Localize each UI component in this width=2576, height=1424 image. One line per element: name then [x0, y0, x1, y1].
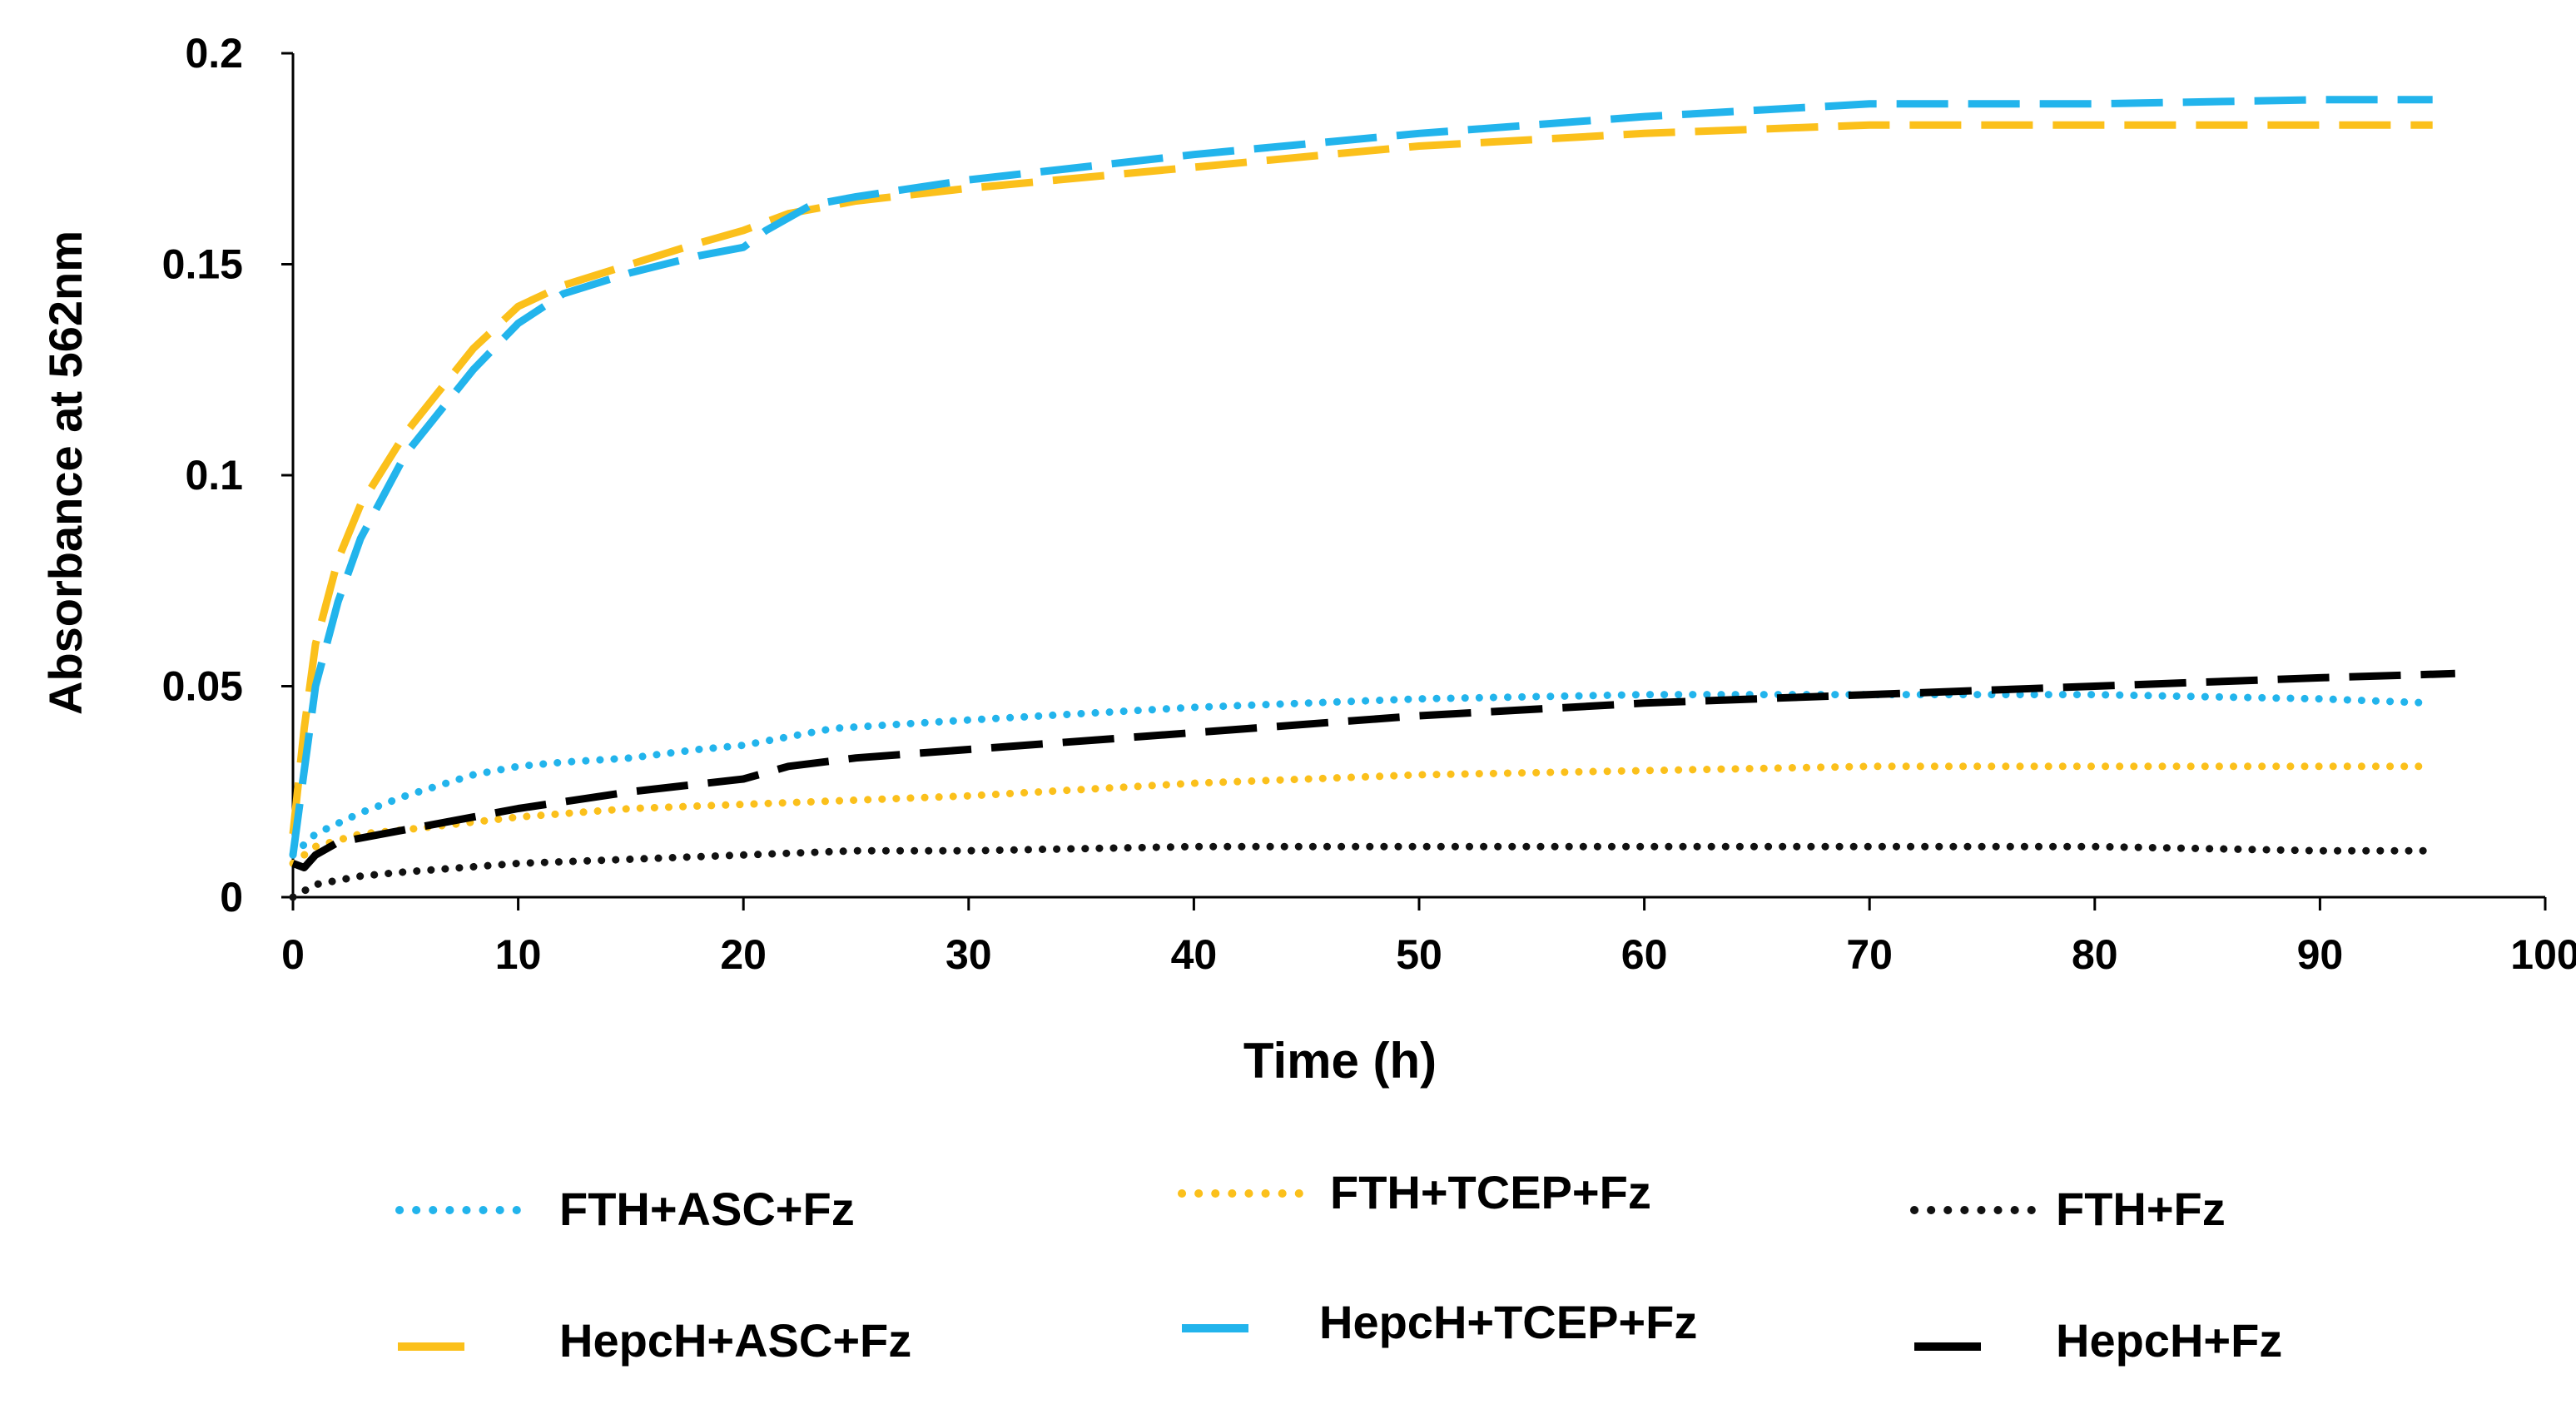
series-line-fth-asc-fz: [289, 691, 2437, 859]
legend-label: HepcH+ASC+Fz: [559, 1314, 911, 1367]
legend-item-hepch-tcep-fz: HepcH+TCEP+Fz: [1182, 1296, 1697, 1348]
legend-item-hepch-fz: HepcH+Fz: [1914, 1314, 2282, 1367]
series-line-hepch-fz: [291, 669, 2455, 871]
y-tick-label: 0.15: [162, 241, 243, 288]
legend-label: FTH+ASC+Fz: [559, 1183, 855, 1235]
legend-label: FTH+Fz: [2056, 1183, 2226, 1235]
series-line-hepch-tcep-fz: [289, 96, 2433, 856]
legend-label: HepcH+Fz: [2056, 1314, 2282, 1367]
series-line-fth-fz: [289, 842, 2437, 901]
y-tick-label: 0.1: [185, 452, 243, 499]
legend-item-hepch-asc-fz: HepcH+ASC+Fz: [398, 1314, 911, 1367]
legend-label: FTH+TCEP+Fz: [1330, 1166, 1651, 1218]
x-tick-label: 60: [1621, 931, 1668, 978]
legend-label: HepcH+TCEP+Fz: [1319, 1296, 1697, 1348]
x-axis-label: Time (h): [1243, 1033, 1437, 1089]
legend-item-fth-asc-fz: FTH+ASC+Fz: [395, 1183, 855, 1235]
x-tick-label: 0: [281, 931, 305, 978]
x-tick-label: 10: [495, 931, 542, 978]
y-tick-label: 0.2: [185, 30, 243, 77]
series-group: [289, 96, 2455, 901]
x-tick-label: 40: [1171, 931, 1218, 978]
legend-item-fth-tcep-fz: FTH+TCEP+Fz: [1178, 1166, 1651, 1218]
x-tick-label: 90: [2297, 931, 2344, 978]
legend: FTH+ASC+Fz FTH+TCEP+Fz FTH+Fz HepcH+ASC+Fz H…: [395, 1166, 2282, 1367]
x-tick-label: 100: [2510, 931, 2576, 978]
series-line-hepch-asc-fz: [289, 121, 2433, 835]
x-tick-label: 50: [1396, 931, 1442, 978]
y-tick-label: 0: [220, 874, 243, 920]
x-tick-label: 70: [1846, 931, 1893, 978]
axes-group: 0 0.05 0.1 0.15 0.2 0 10 20 30 40 50 60 70 80 90 100: [162, 30, 2576, 978]
y-axis-label: Absorbance at 562nm: [39, 231, 92, 715]
x-tick-label: 80: [2072, 931, 2118, 978]
y-tick-label: 0.05: [162, 663, 243, 710]
x-tick-label: 20: [720, 931, 767, 978]
legend-item-fth-fz: FTH+Fz: [1910, 1183, 2226, 1235]
x-tick-label: 30: [946, 931, 992, 978]
